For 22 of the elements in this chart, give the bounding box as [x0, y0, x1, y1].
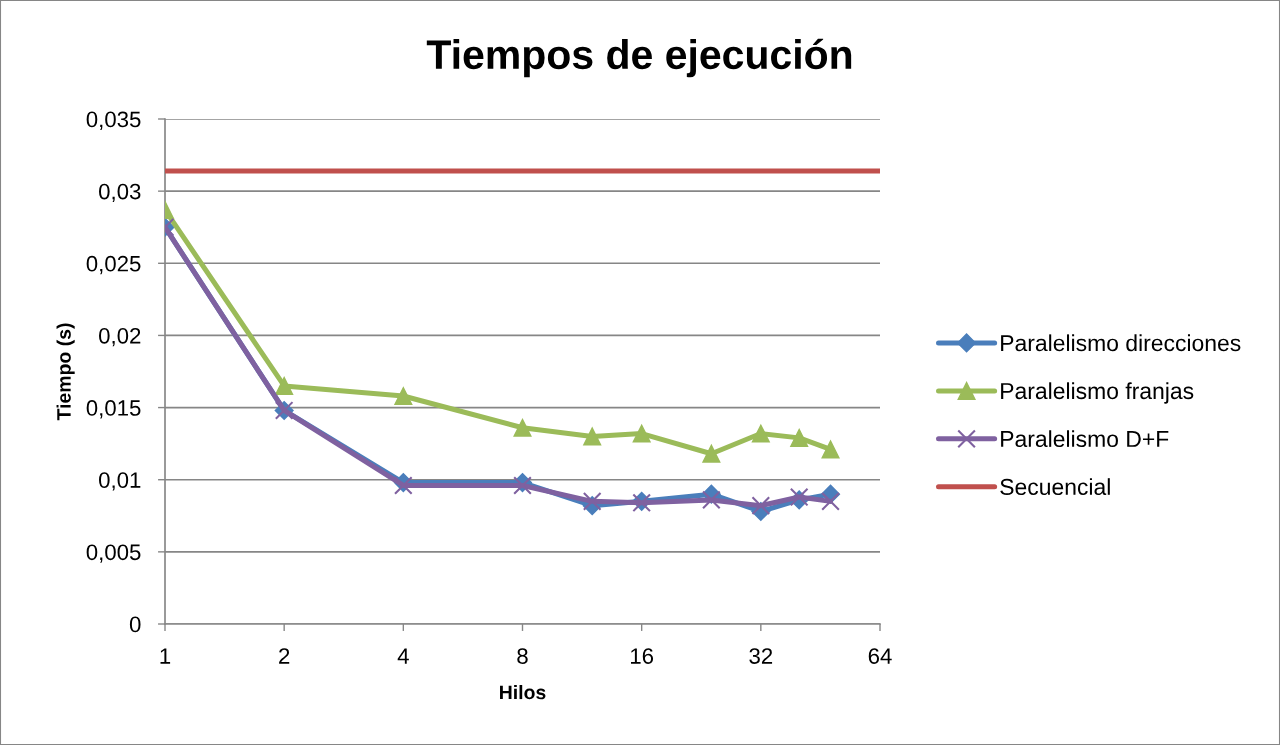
x-tick-label: 1 [160, 648, 171, 664]
y-tick-label: 0,03 [99, 183, 141, 203]
y-tick-label: 0,01 [99, 472, 141, 491]
y-tick-label: 0,005 [86, 544, 141, 563]
x-axis-title: Hilos [500, 684, 546, 700]
x-tick-label: 32 [749, 648, 773, 664]
x-tick-label: 16 [631, 648, 654, 664]
y-tick-label: 0,035 [86, 111, 141, 130]
x-tick-label: 8 [517, 648, 528, 664]
x-tick-label: 64 [868, 648, 892, 664]
legend-label: Secuencial [1000, 478, 1110, 496]
legend-label: Paralelismo franjas [1001, 382, 1194, 404]
legend-label: Paralelismo D+F [1001, 430, 1169, 448]
y-tick-label: 0 [129, 616, 141, 633]
x-tick-label: 2 [279, 648, 290, 664]
legend-label: Paralelismo direcciones [1001, 334, 1241, 352]
y-axis-title: Tiempo (s) [56, 323, 75, 421]
chart-title: Tiempos de ejecución [426, 38, 852, 78]
y-tick-label: 0,015 [86, 400, 141, 419]
x-tick-label: 4 [397, 648, 409, 664]
y-tick-label: 0,02 [99, 327, 141, 347]
y-tick-label: 0,025 [86, 255, 141, 275]
